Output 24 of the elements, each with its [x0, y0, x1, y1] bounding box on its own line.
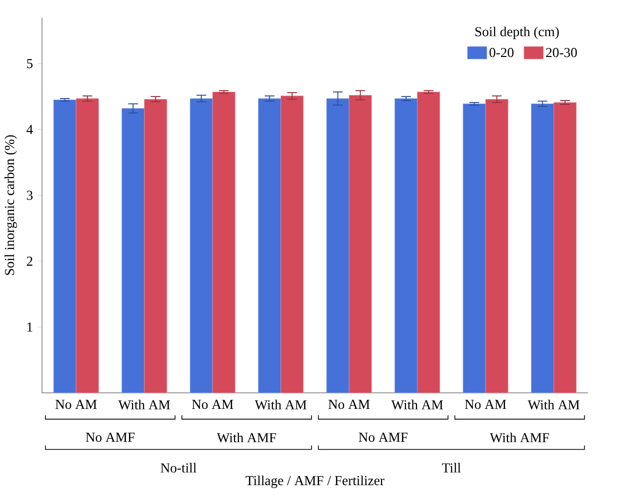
x-tick-label: With AM	[118, 400, 170, 410]
text: With AMF	[216, 432, 276, 442]
text: No-till	[160, 462, 196, 472]
y-tick-label: 4	[26, 124, 33, 134]
text: No AMF	[358, 432, 408, 442]
x-tick-label: With AM	[528, 400, 580, 410]
y-tick-label: 3	[26, 190, 33, 200]
y-tick-label: 2	[26, 256, 32, 266]
legend-label: 20-30	[546, 48, 577, 58]
y-axis-title: Soil inorganic carbon (%)	[4, 135, 17, 275]
x-axis-title: Tillage / AMF / Fertilizer	[246, 476, 384, 488]
text: Till	[442, 462, 461, 472]
y-tick-label: 1	[27, 322, 32, 332]
legend-label: 0-20	[490, 48, 514, 58]
x-tick-label: No AM	[55, 400, 97, 409]
x-tick-label: No AM	[192, 400, 234, 409]
x-tick-label: With AM	[391, 400, 443, 410]
x-tick-label: With AM	[254, 400, 306, 410]
x-tick-label: No AM	[464, 400, 506, 409]
text: No AMF	[86, 432, 135, 442]
legend-title: Soil depth (cm)	[475, 26, 559, 39]
text: With AMF	[490, 432, 550, 442]
y-tick-label: 5	[27, 59, 33, 68]
x-tick-label: No AM	[328, 400, 370, 409]
